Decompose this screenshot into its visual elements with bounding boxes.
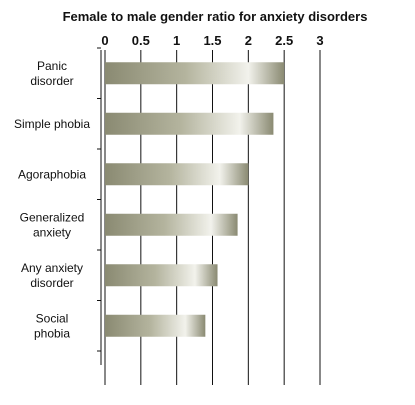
bars bbox=[105, 62, 285, 337]
category-label: Generalized anxiety bbox=[20, 210, 85, 239]
bar bbox=[105, 314, 206, 337]
category-label: Any anxiety disorder bbox=[21, 261, 83, 290]
category-labels: Panic disorder Simple phobia Agoraphobia Gen… bbox=[14, 59, 90, 341]
x-tick-label: 1.5 bbox=[203, 33, 221, 48]
category-label: Panic disorder bbox=[30, 59, 73, 88]
chart-title: Female to male gender ratio for anxiety … bbox=[63, 9, 368, 24]
category-label: Simple phobia bbox=[14, 117, 90, 131]
bar bbox=[105, 163, 249, 186]
x-tick-label: 0 bbox=[101, 33, 108, 48]
bar bbox=[105, 264, 218, 287]
bar bbox=[105, 62, 285, 85]
x-tick-label: 0.5 bbox=[132, 33, 150, 48]
y-axis bbox=[97, 47, 102, 365]
x-tick-label: 3 bbox=[316, 33, 323, 48]
x-tick-label: 2 bbox=[245, 33, 252, 48]
x-axis-ticks: 0 0.5 1 1.5 2 2.5 3 bbox=[101, 33, 323, 48]
category-label: Agoraphobia bbox=[18, 167, 86, 181]
x-tick-label: 1 bbox=[173, 33, 180, 48]
x-tick-label: 2.5 bbox=[275, 33, 293, 48]
bar bbox=[105, 213, 238, 236]
bar bbox=[105, 112, 274, 135]
category-label: Social phobia bbox=[34, 311, 70, 340]
